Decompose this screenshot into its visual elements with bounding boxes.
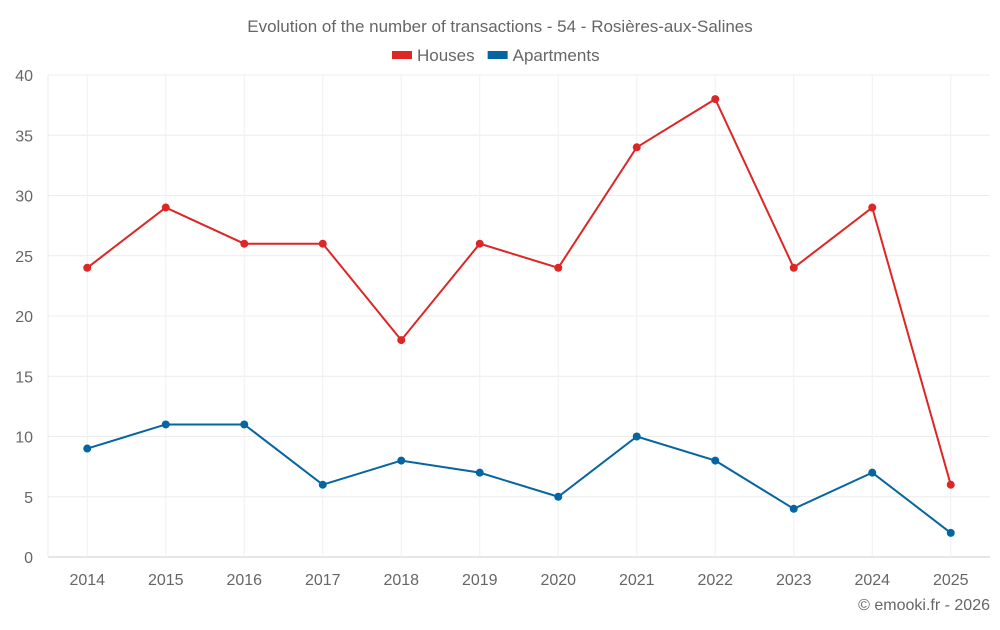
data-point [318,239,327,248]
legend-label: Houses [417,46,475,65]
x-tick-label: 2014 [69,572,105,589]
x-tick-label: 2022 [697,572,733,589]
legend: Houses Apartments [392,46,600,65]
data-point [632,143,641,152]
chart-title: Evolution of the number of transactions … [247,17,753,36]
x-tick-label: 2016 [226,572,262,589]
x-tick-label: 2018 [383,572,419,589]
series-apartments [83,420,955,537]
data-point [83,263,92,272]
y-tick-label: 15 [15,369,33,386]
x-tick-label: 2024 [854,572,890,589]
data-point [868,203,877,212]
data-point [868,468,877,477]
data-point [83,444,92,453]
data-point [397,336,406,345]
data-point [161,420,170,429]
y-tick-label: 40 [15,68,33,85]
data-point [240,420,249,429]
series-houses [83,95,955,489]
data-point [554,263,563,272]
x-tick-label: 2025 [933,572,969,589]
y-tick-label: 25 [15,249,33,266]
data-point [946,528,955,537]
x-tick-label: 2023 [776,572,812,589]
y-tick-label: 0 [24,550,33,567]
data-point [161,203,170,212]
data-point [475,468,484,477]
data-point [946,480,955,489]
data-point [554,492,563,501]
legend-swatch [487,51,508,59]
series-line [86,97,952,485]
data-point [397,456,406,465]
credit: © emooki.fr - 2026 [858,597,990,614]
legend-swatch [392,51,412,59]
data-point [240,239,249,248]
data-point [632,432,641,441]
x-tick-label: 2015 [148,572,184,589]
y-tick-label: 35 [15,128,33,145]
series-line [86,423,952,534]
data-point [318,480,327,489]
data-point [711,456,720,465]
y-tick-label: 30 [15,189,33,206]
data-point [789,263,798,272]
y-tick-label: 10 [15,430,33,447]
y-tick-label: 5 [24,490,33,507]
legend-label: Apartments [513,46,600,65]
data-point [711,95,720,104]
series-group [83,95,955,537]
data-point [475,239,484,248]
x-tick-label: 2017 [305,572,341,589]
x-tick-label: 2021 [619,572,655,589]
x-tick-label: 2020 [540,572,576,589]
data-point [789,504,798,513]
y-tick-label: 20 [15,309,33,326]
x-tick-label: 2019 [462,572,498,589]
